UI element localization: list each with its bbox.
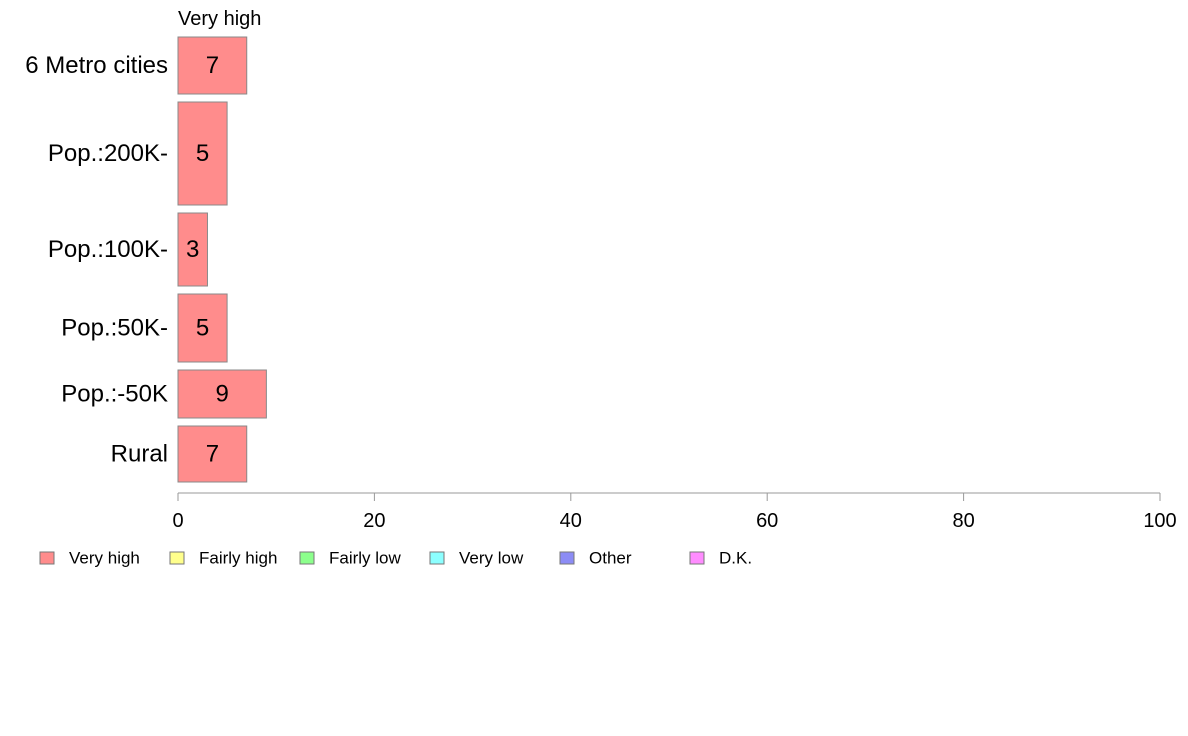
legend-swatch xyxy=(39,551,55,565)
category-label: Pop.:200K- xyxy=(48,140,168,167)
bar xyxy=(177,293,228,363)
x-axis: 0 20 40 60 80 100 xyxy=(172,492,1177,532)
data-label: 5 xyxy=(196,140,209,167)
data-label: 3 xyxy=(186,236,199,263)
legend-swatch xyxy=(169,551,185,565)
legend-swatch xyxy=(299,551,315,565)
category-label: Pop.:-50K xyxy=(61,381,168,408)
legend-swatch xyxy=(429,551,445,565)
data-label: 7 xyxy=(206,52,219,79)
x-tick-label: 0 xyxy=(172,510,183,532)
legend-label: Fairly low xyxy=(329,549,402,568)
category-label: Rural xyxy=(111,441,168,468)
x-tick-label: 20 xyxy=(363,510,385,532)
category-label: Pop.:50K- xyxy=(61,315,168,342)
legend-label: D.K. xyxy=(719,549,752,568)
legend-label: Fairly high xyxy=(199,549,277,568)
x-tick-label: 60 xyxy=(756,510,778,532)
series-header: Very high xyxy=(178,8,261,30)
bar xyxy=(177,425,248,483)
legend-swatch xyxy=(559,551,575,565)
bar xyxy=(177,36,248,95)
category-label: 6 Metro cities xyxy=(25,52,168,79)
bars-group: 6 Metro cities 7 Pop.:200K- 5 Pop.:100K- 3 Pop… xyxy=(25,36,267,483)
data-label: 9 xyxy=(216,381,229,408)
x-tick-label: 100 xyxy=(1143,510,1176,532)
bar xyxy=(177,369,267,419)
category-label: Pop.:100K- xyxy=(48,236,168,263)
data-label: 7 xyxy=(206,441,219,468)
data-label: 5 xyxy=(196,315,209,342)
bar xyxy=(177,212,208,287)
legend-swatch xyxy=(689,551,705,565)
legend-label: Other xyxy=(589,549,632,568)
x-tick-label: 40 xyxy=(560,510,582,532)
x-tick-label: 80 xyxy=(952,510,974,532)
legend: Very high Fairly high Fairly low Very low Ot… xyxy=(39,549,752,568)
bar xyxy=(177,101,228,206)
legend-label: Very low xyxy=(459,549,524,568)
legend-label: Very high xyxy=(69,549,140,568)
